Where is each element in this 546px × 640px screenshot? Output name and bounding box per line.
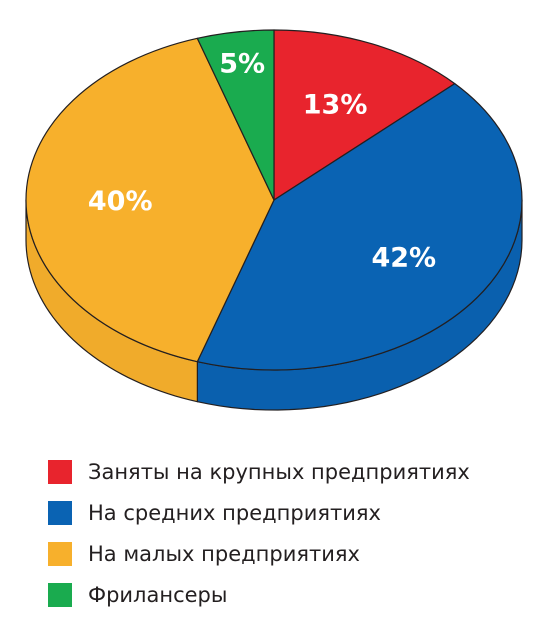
pie-label-medium-enterprises: 42% xyxy=(371,243,436,274)
legend-label-medium-enterprises: На средних предприятиях xyxy=(88,500,381,525)
pie-slice-freelancers xyxy=(196,29,275,201)
legend: Заняты на крупных предприятиях На средни… xyxy=(48,451,538,615)
pie-value-labels: 13% 42% 40% 5% xyxy=(88,48,436,273)
legend-label-large-enterprises: Заняты на крупных предприятиях xyxy=(88,459,470,484)
legend-item-medium-enterprises: На средних предприятиях xyxy=(48,492,538,533)
legend-swatch-large-enterprises xyxy=(48,459,72,484)
legend-item-freelancers: Фрилансеры xyxy=(48,574,538,615)
pie-slice-large-enterprises xyxy=(273,29,456,201)
legend-item-large-enterprises: Заняты на крупных предприятиях xyxy=(48,451,538,492)
pie-chart: 13% 42% 40% 5% xyxy=(25,29,523,411)
legend-label-small-enterprises: На малых предприятиях xyxy=(88,541,360,566)
legend-item-small-enterprises: На малых предприятиях xyxy=(48,533,538,574)
legend-label-freelancers: Фрилансеры xyxy=(88,582,228,607)
pie-slice-small-enterprises xyxy=(25,37,275,363)
pie-top-face xyxy=(25,29,523,371)
pie-label-large-enterprises: 13% xyxy=(303,89,368,120)
legend-swatch-medium-enterprises xyxy=(48,500,72,525)
pie-slice-medium-enterprises xyxy=(196,83,523,371)
legend-swatch-freelancers xyxy=(48,582,72,607)
legend-swatch-small-enterprises xyxy=(48,541,72,566)
pie-label-freelancers: 5% xyxy=(219,48,265,79)
pie-label-small-enterprises: 40% xyxy=(88,186,153,217)
